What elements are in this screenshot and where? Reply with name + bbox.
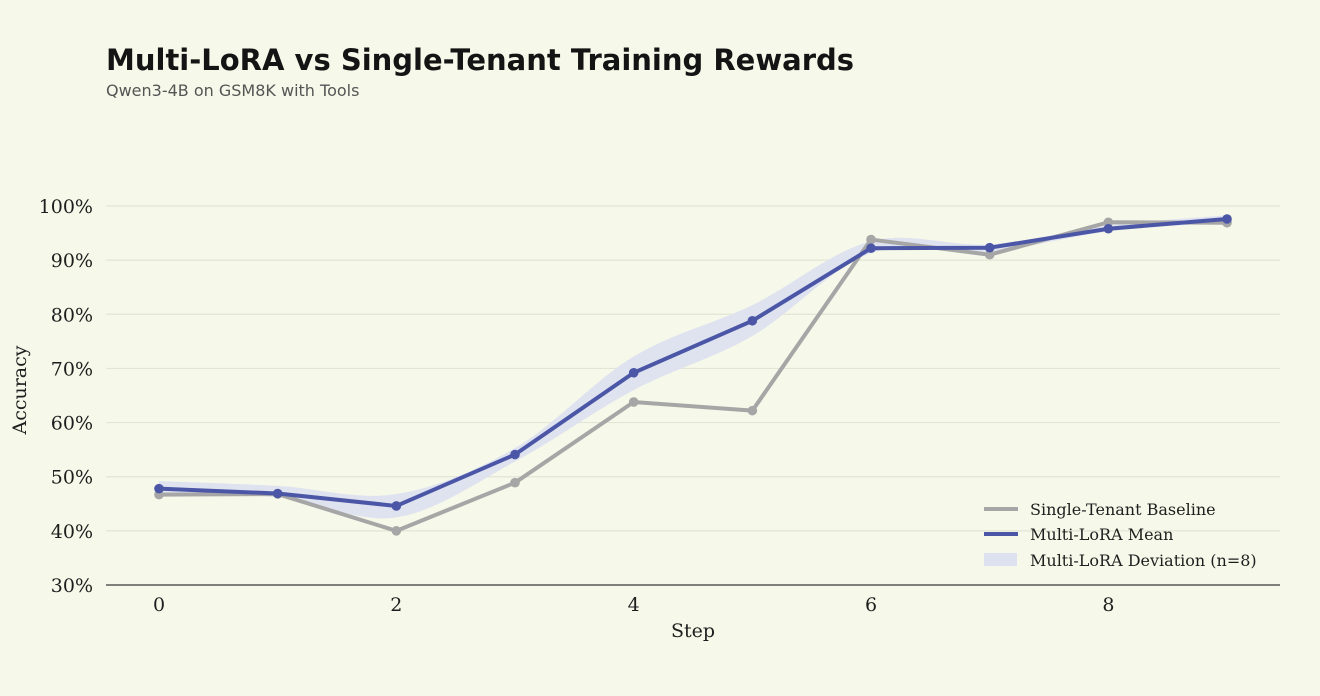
x-tick-label: 6 [865,594,877,616]
multi-lora-mean-line [157,216,1230,508]
multi-lora-mean-point [154,483,164,494]
multi-lora-mean-point [272,488,283,499]
y-axis-label: Accuracy [9,345,31,435]
single-tenant-baseline-line [157,220,1230,533]
single-tenant-baseline-point [747,405,758,416]
single-tenant-baseline-point [510,477,520,488]
y-tick-label: 100% [39,196,93,218]
series-layer [154,214,1232,536]
multi-lora-mean-point [1222,214,1232,224]
single-tenant-baseline-point [866,234,876,245]
chart-subtitle: Qwen3-4B on GSM8K with Tools [106,81,360,100]
multi-lora-mean-point [1103,223,1114,234]
chart-title: Multi-LoRA vs Single-Tenant Training Rew… [106,43,855,77]
legend-label: Multi-LoRA Mean [1030,525,1173,544]
y-tick-label: 30% [51,575,93,597]
x-tick-label: 4 [628,594,640,616]
gridlines [106,205,1280,532]
y-tick-label: 60% [51,413,93,435]
single-tenant-baseline-point [984,249,995,260]
deviation-band-layer [159,215,1228,519]
y-tick-label: 50% [51,467,93,489]
single-tenant-baseline-point [391,526,402,536]
legend: Single-Tenant Baseline Multi-LoRA Mean Mul… [984,500,1257,570]
multi-lora-mean-point [510,449,520,460]
deviation-band [159,215,1228,519]
multi-lora-mean-point [866,243,876,254]
x-tick-label: 2 [390,594,402,616]
single-tenant-baseline-point [628,397,639,407]
legend-label: Single-Tenant Baseline [1030,500,1216,519]
y-tick-label: 70% [51,358,93,380]
legend-swatch-band [984,553,1017,566]
legend-label: Multi-LoRA Deviation (n=8) [1030,551,1257,570]
multi-lora-mean-point [628,367,639,378]
y-tick-label: 80% [51,304,93,326]
x-tick-label: 8 [1102,594,1114,616]
multi-lora-mean-point [747,315,758,326]
y-tick-label: 40% [51,521,93,543]
axes: 30% 40% 50% 60% 70% 80% 90% 100% 0 2 4 6 8 Step Accura… [9,196,1280,642]
x-tick-label: 0 [153,594,165,616]
x-axis-label: Step [671,620,715,642]
multi-lora-mean-point [984,242,995,253]
multi-lora-mean-point [391,501,402,511]
y-tick-label: 90% [51,250,93,272]
